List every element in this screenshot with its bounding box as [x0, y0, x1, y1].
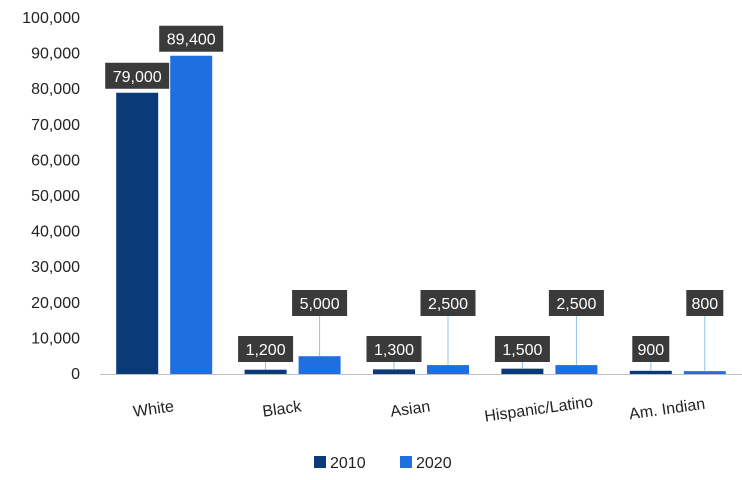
- bar-2020-4: [683, 371, 726, 374]
- legend-swatch-2020: [400, 456, 412, 468]
- data-label: 2,500: [556, 296, 596, 313]
- y-tick-label: 40,000: [31, 224, 80, 241]
- y-tick-label: 80,000: [31, 81, 80, 98]
- legend-swatch-2010: [314, 456, 326, 468]
- y-tick-label: 70,000: [31, 117, 80, 134]
- data-label-box: [238, 336, 294, 362]
- bar-2020-2: [427, 365, 469, 374]
- data-label-box: [105, 62, 170, 89]
- category-label: Black: [261, 398, 303, 420]
- bar-2010-0: [116, 92, 159, 374]
- data-label-box: [632, 336, 670, 362]
- y-tick-label: 90,000: [31, 46, 80, 63]
- y-tick-label: 0: [71, 366, 80, 383]
- data-label-box: [159, 25, 224, 52]
- bar-2010-1: [244, 369, 287, 374]
- data-label: 5,000: [300, 296, 340, 313]
- legend-label: 2010: [330, 455, 366, 472]
- data-label-box: [494, 336, 550, 362]
- bar-2010-2: [373, 369, 415, 374]
- legend-label: 2020: [416, 455, 452, 472]
- data-label-box: [420, 290, 476, 316]
- data-label-box: [366, 336, 422, 362]
- y-tick-label: 60,000: [31, 152, 80, 169]
- bar-2010-3: [501, 368, 544, 374]
- y-tick-label: 30,000: [31, 259, 80, 276]
- data-label: 800: [691, 296, 718, 313]
- category-label: White: [132, 398, 175, 421]
- data-label-box: [292, 290, 348, 316]
- data-label: 2,500: [428, 296, 468, 313]
- data-label: 900: [637, 342, 664, 359]
- bar-2020-3: [555, 365, 598, 374]
- data-label: 79,000: [113, 69, 162, 86]
- bar-2010-4: [629, 370, 672, 374]
- y-tick-label: 20,000: [31, 295, 80, 312]
- y-tick-label: 100,000: [22, 10, 80, 27]
- category-label: Am. Indian: [628, 396, 706, 423]
- bar-2020-0: [170, 55, 213, 375]
- data-label: 89,400: [167, 32, 216, 49]
- y-tick-label: 10,000: [31, 330, 80, 347]
- bar-2020-1: [298, 356, 341, 374]
- data-label: 1,200: [246, 342, 286, 359]
- category-label: Hispanic/Latino: [483, 394, 594, 426]
- data-label: 1,300: [374, 342, 414, 359]
- data-label-box: [548, 290, 604, 316]
- y-tick-label: 50,000: [31, 188, 80, 205]
- data-label-box: [686, 290, 724, 316]
- category-label: Asian: [389, 398, 431, 420]
- data-label: 1,500: [502, 342, 542, 359]
